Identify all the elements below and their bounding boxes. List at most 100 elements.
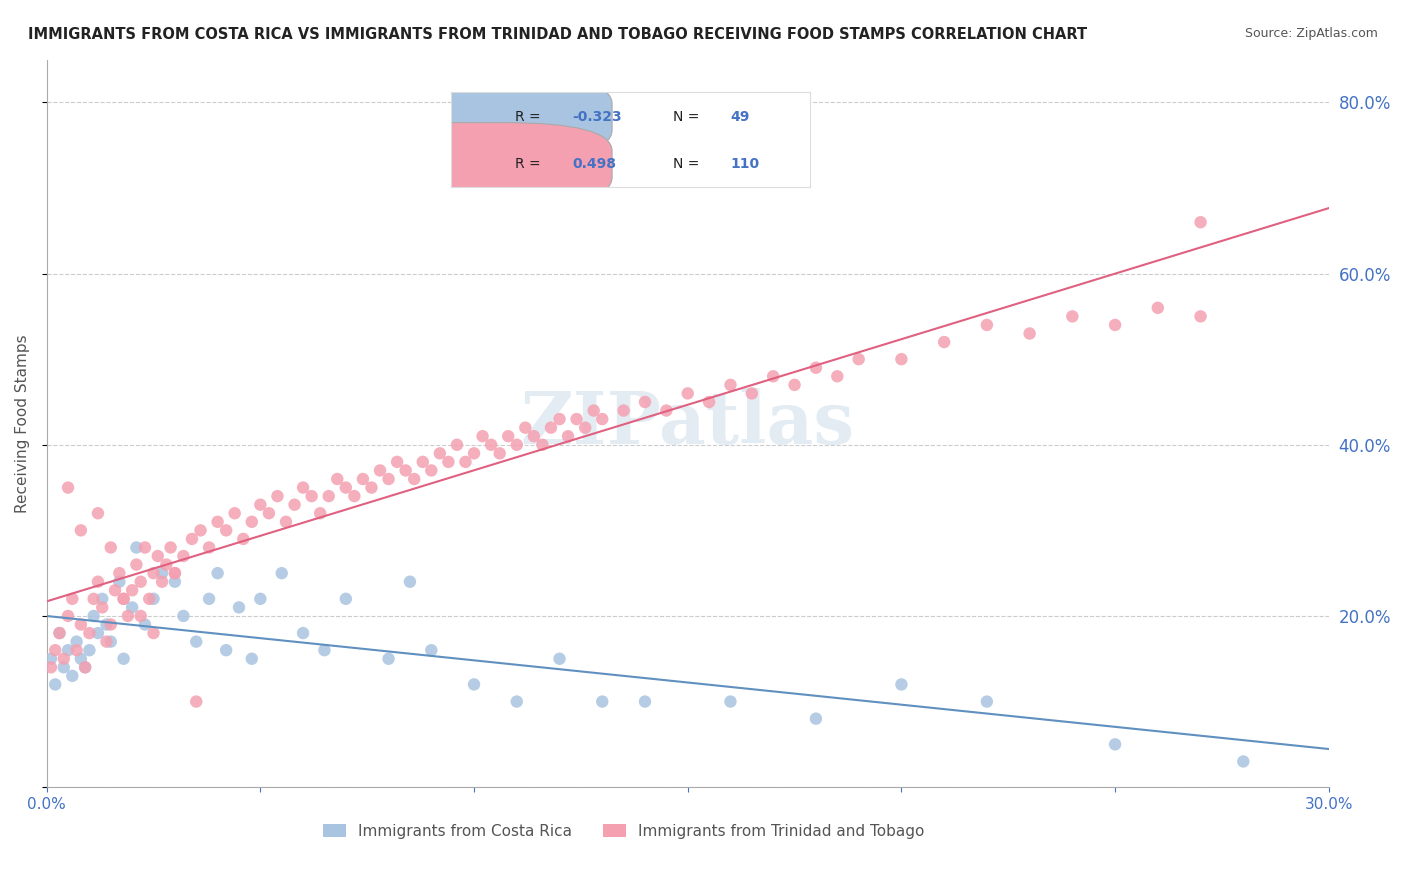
Point: [399, 574, 422, 589]
Point: [232, 532, 254, 546]
Point: [52, 660, 75, 674]
Point: [557, 429, 579, 443]
Point: [100, 541, 122, 555]
Point: [129, 609, 152, 624]
Point: [890, 352, 912, 367]
Point: [976, 318, 998, 332]
Y-axis label: Receiving Food Stamps: Receiving Food Stamps: [15, 334, 30, 513]
Point: [352, 472, 374, 486]
Point: [420, 643, 443, 657]
Point: [112, 591, 135, 606]
Text: Source: ZipAtlas.com: Source: ZipAtlas.com: [1244, 27, 1378, 40]
Point: [283, 498, 305, 512]
Point: [87, 626, 110, 640]
Point: [83, 609, 105, 624]
Point: [496, 429, 519, 443]
Point: [257, 506, 280, 520]
Point: [454, 455, 477, 469]
Point: [138, 591, 160, 606]
Point: [190, 524, 212, 538]
Point: [100, 617, 122, 632]
Point: [79, 626, 101, 640]
Point: [655, 403, 678, 417]
Point: [39, 652, 62, 666]
Point: [395, 463, 418, 477]
Point: [249, 498, 271, 512]
Text: ZIPatlas: ZIPatlas: [520, 388, 855, 458]
Point: [125, 541, 148, 555]
Point: [377, 652, 399, 666]
Point: [471, 429, 494, 443]
Point: [134, 541, 156, 555]
Point: [1146, 301, 1168, 315]
Point: [343, 489, 366, 503]
Point: [224, 506, 246, 520]
Point: [420, 463, 443, 477]
Point: [186, 694, 208, 708]
Point: [70, 524, 93, 538]
Point: [198, 591, 221, 606]
Point: [335, 481, 357, 495]
Point: [368, 463, 391, 477]
Point: [142, 591, 165, 606]
Point: [44, 677, 66, 691]
Point: [1104, 318, 1126, 332]
Point: [463, 677, 485, 691]
Point: [934, 334, 956, 349]
Point: [613, 403, 636, 417]
Point: [146, 549, 169, 563]
Point: [70, 617, 93, 632]
Legend: Immigrants from Costa Rica, Immigrants from Trinidad and Tobago: Immigrants from Costa Rica, Immigrants f…: [316, 818, 931, 845]
Point: [172, 609, 194, 624]
Point: [540, 420, 562, 434]
Point: [412, 455, 434, 469]
Point: [437, 455, 460, 469]
Point: [163, 566, 186, 581]
Point: [87, 506, 110, 520]
Point: [83, 591, 105, 606]
Point: [591, 694, 613, 708]
Point: [1104, 737, 1126, 751]
Point: [228, 600, 250, 615]
Point: [75, 660, 97, 674]
Point: [1189, 310, 1212, 324]
Point: [48, 626, 70, 640]
Point: [112, 591, 135, 606]
Point: [548, 412, 571, 426]
Point: [292, 626, 315, 640]
Point: [360, 481, 382, 495]
Point: [335, 591, 357, 606]
Point: [150, 566, 173, 581]
Point: [163, 566, 186, 581]
Point: [112, 652, 135, 666]
Point: [429, 446, 451, 460]
Point: [506, 694, 529, 708]
Point: [404, 472, 426, 486]
Point: [65, 643, 87, 657]
Point: [270, 566, 292, 581]
Point: [56, 643, 79, 657]
Point: [75, 660, 97, 674]
Point: [318, 489, 340, 503]
Point: [676, 386, 699, 401]
Point: [741, 386, 763, 401]
Point: [125, 558, 148, 572]
Point: [1062, 310, 1084, 324]
Point: [804, 712, 827, 726]
Point: [150, 574, 173, 589]
Point: [804, 360, 827, 375]
Point: [52, 652, 75, 666]
Point: [186, 634, 208, 648]
Point: [1232, 755, 1254, 769]
Point: [582, 403, 605, 417]
Point: [1018, 326, 1040, 341]
Point: [121, 600, 143, 615]
Point: [56, 481, 79, 495]
Point: [301, 489, 323, 503]
Point: [720, 377, 742, 392]
Point: [463, 446, 485, 460]
Point: [96, 634, 118, 648]
Point: [79, 643, 101, 657]
Point: [326, 472, 349, 486]
Point: [181, 532, 204, 546]
